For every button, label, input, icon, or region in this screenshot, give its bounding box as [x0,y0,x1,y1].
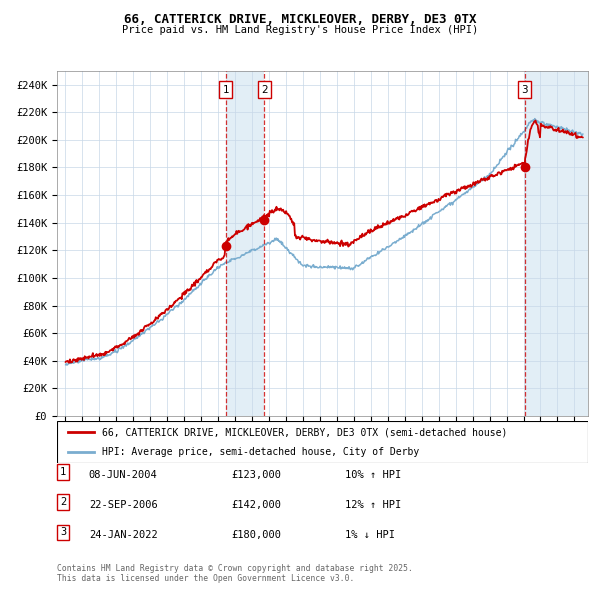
Text: Contains HM Land Registry data © Crown copyright and database right 2025.
This d: Contains HM Land Registry data © Crown c… [57,563,413,583]
Text: 08-JUN-2004: 08-JUN-2004 [89,470,158,480]
Bar [226,71,265,416]
Text: 66, CATTERICK DRIVE, MICKLEOVER, DERBY, DE3 0TX: 66, CATTERICK DRIVE, MICKLEOVER, DERBY, … [124,13,476,26]
Text: £123,000: £123,000 [231,470,281,480]
Bar [525,71,588,416]
Text: 2: 2 [60,497,66,507]
Text: 2: 2 [261,84,268,94]
Text: 1: 1 [60,467,66,477]
Text: £142,000: £142,000 [231,500,281,510]
Text: 12% ↑ HPI: 12% ↑ HPI [345,500,401,510]
Text: £180,000: £180,000 [231,530,281,540]
Text: Price paid vs. HM Land Registry's House Price Index (HPI): Price paid vs. HM Land Registry's House … [122,25,478,35]
Text: 66, CATTERICK DRIVE, MICKLEOVER, DERBY, DE3 0TX (semi-detached house): 66, CATTERICK DRIVE, MICKLEOVER, DERBY, … [102,427,508,437]
Text: 22-SEP-2006: 22-SEP-2006 [89,500,158,510]
Text: 1: 1 [223,84,229,94]
Text: 10% ↑ HPI: 10% ↑ HPI [345,470,401,480]
Text: 24-JAN-2022: 24-JAN-2022 [89,530,158,540]
Text: 1% ↓ HPI: 1% ↓ HPI [345,530,395,540]
Text: HPI: Average price, semi-detached house, City of Derby: HPI: Average price, semi-detached house,… [102,447,419,457]
Text: 3: 3 [521,84,528,94]
Text: 3: 3 [60,527,66,537]
